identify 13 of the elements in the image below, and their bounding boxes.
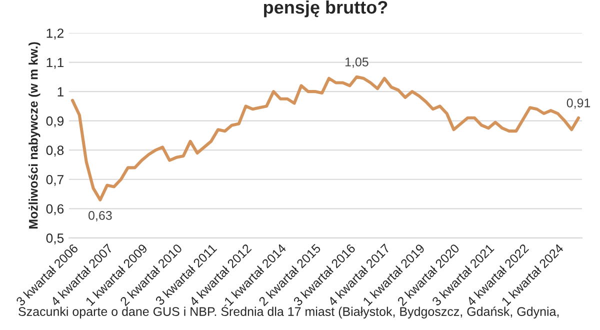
data-label: 1,05 bbox=[345, 58, 368, 68]
y-tick-label: 0,9 bbox=[46, 116, 64, 128]
data-label: 0,63 bbox=[88, 211, 112, 222]
y-tick-label: 0,5 bbox=[46, 233, 64, 244]
y-tick-label: 1,2 bbox=[46, 28, 64, 40]
y-axis-title: Możliwości nabywcze (w m kw.) bbox=[28, 42, 40, 229]
y-tick-label: 0,7 bbox=[46, 174, 64, 186]
data-label: 0,91 bbox=[566, 98, 590, 109]
y-tick-label: 1,1 bbox=[46, 58, 64, 69]
chart-title: pensję brutto? bbox=[264, 0, 388, 18]
y-tick-label: 1 bbox=[58, 87, 64, 96]
y-tick-label: 0,8 bbox=[46, 146, 64, 157]
y-tick-label: 0,6 bbox=[46, 204, 64, 216]
